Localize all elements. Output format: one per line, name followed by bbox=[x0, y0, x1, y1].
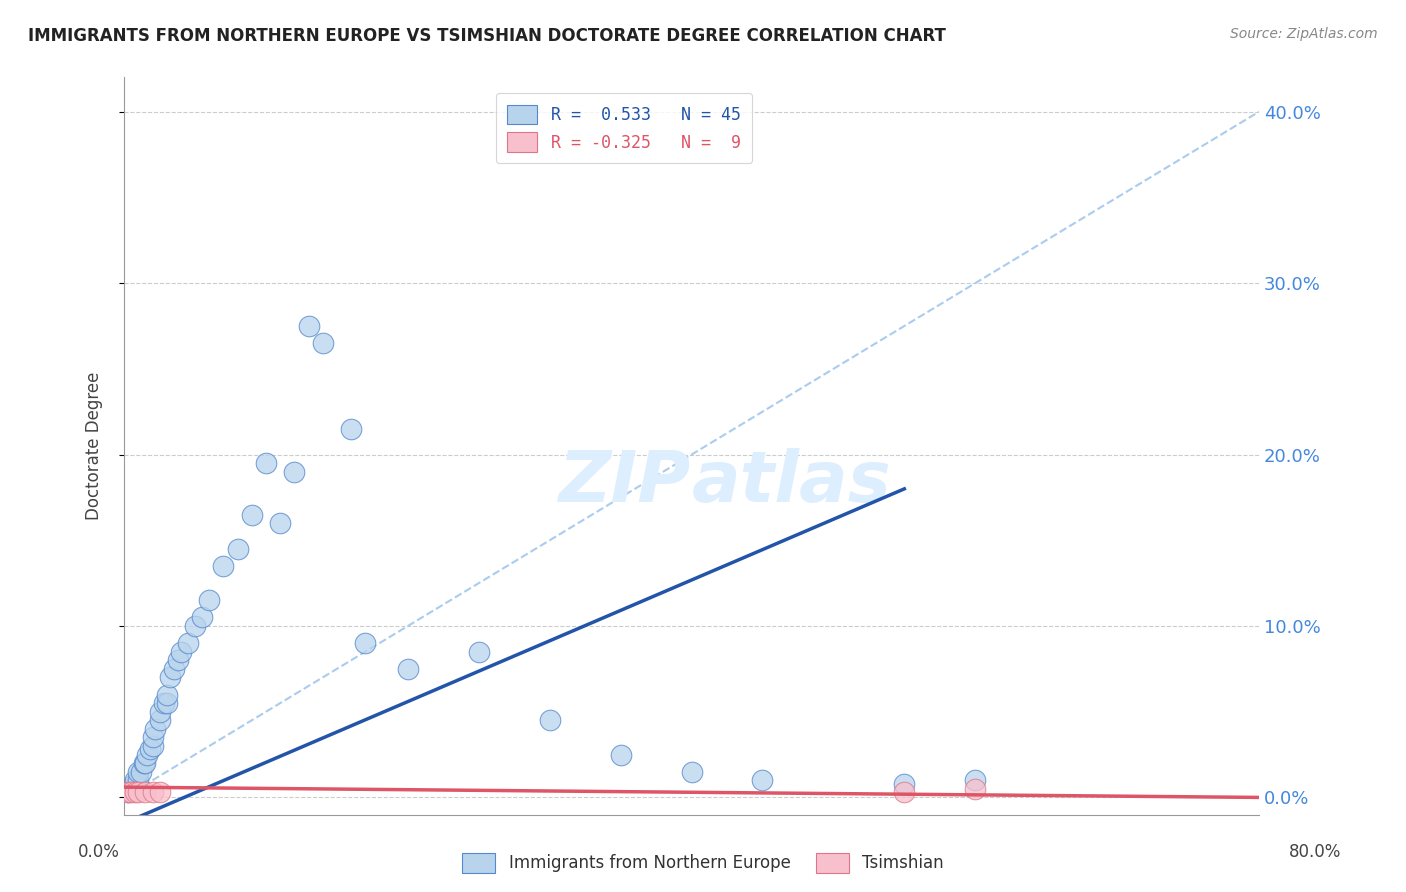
Point bbox=[965, 773, 987, 788]
Point bbox=[156, 688, 179, 702]
Point bbox=[198, 593, 221, 607]
Point bbox=[965, 781, 987, 796]
Point bbox=[297, 318, 319, 333]
Text: atlas: atlas bbox=[692, 449, 891, 517]
Point bbox=[312, 336, 335, 351]
Point bbox=[117, 785, 139, 799]
Point bbox=[468, 645, 491, 659]
Point bbox=[135, 747, 157, 762]
Point bbox=[163, 662, 186, 676]
Point bbox=[124, 785, 146, 799]
Point bbox=[184, 619, 207, 633]
Point bbox=[226, 541, 249, 556]
Point bbox=[127, 764, 149, 779]
Point bbox=[751, 773, 773, 788]
Point bbox=[138, 742, 160, 756]
Point bbox=[134, 756, 156, 771]
Point bbox=[149, 785, 172, 799]
Point bbox=[396, 662, 419, 676]
Point bbox=[127, 773, 149, 788]
Point bbox=[283, 465, 305, 479]
Point bbox=[170, 645, 193, 659]
Point bbox=[269, 516, 291, 530]
Point bbox=[609, 747, 631, 762]
Point bbox=[212, 559, 235, 574]
Point bbox=[134, 785, 156, 799]
Point bbox=[167, 653, 190, 667]
Point bbox=[153, 696, 176, 710]
Legend: Immigrants from Northern Europe, Tsimshian: Immigrants from Northern Europe, Tsimshi… bbox=[456, 847, 950, 880]
Point bbox=[340, 422, 363, 436]
Point bbox=[129, 764, 152, 779]
Point bbox=[149, 705, 172, 719]
Point bbox=[124, 773, 146, 788]
Point bbox=[354, 636, 377, 650]
Point bbox=[156, 696, 179, 710]
Point bbox=[191, 610, 214, 624]
Point bbox=[120, 781, 142, 796]
Text: 0.0%: 0.0% bbox=[77, 843, 120, 861]
Point bbox=[143, 722, 166, 736]
Point bbox=[177, 636, 200, 650]
Point bbox=[893, 777, 915, 791]
Text: ZIP: ZIP bbox=[560, 449, 692, 517]
Y-axis label: Doctorate Degree: Doctorate Degree bbox=[86, 372, 103, 520]
Point bbox=[681, 764, 703, 779]
Point bbox=[240, 508, 263, 522]
Point bbox=[117, 785, 139, 799]
Point bbox=[538, 713, 561, 727]
Text: Source: ZipAtlas.com: Source: ZipAtlas.com bbox=[1230, 27, 1378, 41]
Point bbox=[149, 713, 172, 727]
Point bbox=[893, 785, 915, 799]
Point bbox=[122, 777, 145, 791]
Point bbox=[159, 670, 181, 684]
Point bbox=[141, 739, 163, 753]
Text: IMMIGRANTS FROM NORTHERN EUROPE VS TSIMSHIAN DOCTORATE DEGREE CORRELATION CHART: IMMIGRANTS FROM NORTHERN EUROPE VS TSIMS… bbox=[28, 27, 946, 45]
Point bbox=[127, 785, 149, 799]
Point bbox=[120, 785, 142, 799]
Point bbox=[141, 731, 163, 745]
Point bbox=[254, 456, 277, 470]
Legend: R =  0.533   N = 45, R = -0.325   N =  9: R = 0.533 N = 45, R = -0.325 N = 9 bbox=[495, 93, 752, 163]
Point bbox=[141, 785, 163, 799]
Point bbox=[132, 756, 155, 771]
Text: 80.0%: 80.0% bbox=[1288, 843, 1341, 861]
